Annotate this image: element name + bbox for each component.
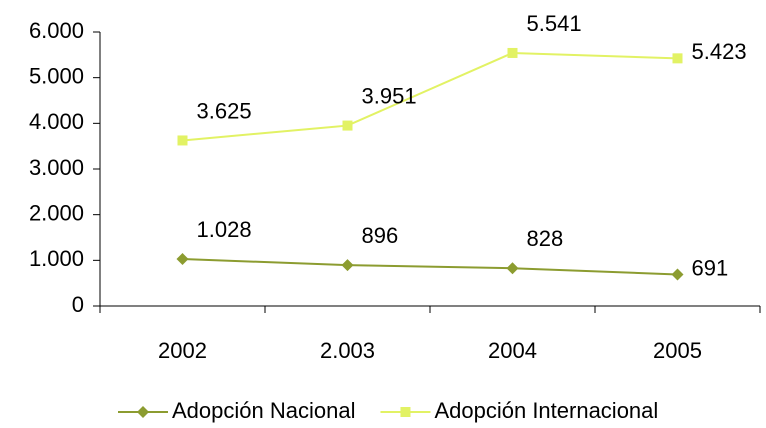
data-label: 1.028 — [197, 217, 252, 242]
y-tick-label: 0 — [72, 292, 84, 317]
data-label: 3.625 — [197, 98, 252, 123]
marker — [176, 253, 189, 266]
marker — [342, 120, 353, 131]
y-tick-label: 4.000 — [29, 109, 84, 134]
data-label: 5.423 — [692, 39, 747, 64]
y-tick-label: 1.000 — [29, 246, 84, 271]
marker — [507, 47, 518, 58]
x-tick-label: 2004 — [488, 338, 537, 363]
data-label: 896 — [362, 223, 399, 248]
data-label: 5.541 — [527, 11, 582, 36]
marker — [672, 53, 683, 64]
data-label: 3.951 — [362, 83, 417, 108]
marker — [671, 268, 684, 281]
marker — [137, 406, 149, 418]
legend-label: Adopción Nacional — [172, 398, 355, 423]
line — [182, 258, 678, 276]
y-tick-label: 2.000 — [29, 200, 84, 225]
marker — [177, 135, 188, 146]
legend-label: Adopción Internacional — [434, 398, 658, 423]
data-label: 828 — [527, 226, 564, 251]
marker — [400, 407, 411, 417]
y-tick-label: 6.000 — [29, 18, 84, 43]
x-tick-label: 2002 — [158, 338, 207, 363]
marker — [341, 259, 354, 272]
x-tick-label: 2.003 — [320, 338, 375, 363]
x-tick-label: 2005 — [653, 338, 702, 363]
data-label: 691 — [692, 255, 729, 280]
marker — [506, 262, 519, 275]
line — [182, 51, 678, 142]
y-tick-label: 5.000 — [29, 63, 84, 88]
y-tick-label: 3.000 — [29, 155, 84, 180]
